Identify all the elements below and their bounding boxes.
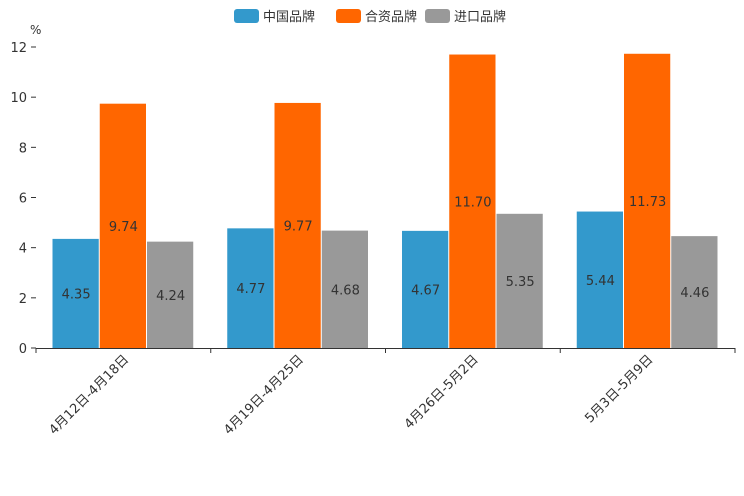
x-category-label: 4月26日-5月2日 bbox=[402, 352, 482, 432]
data-label: 4.35 bbox=[62, 287, 91, 302]
legend-swatch bbox=[425, 9, 450, 23]
y-tick-label: 12 bbox=[10, 41, 27, 56]
bar bbox=[147, 241, 194, 348]
bar bbox=[321, 230, 368, 348]
bar bbox=[402, 230, 449, 348]
data-label: 11.70 bbox=[454, 195, 491, 210]
data-label: 5.44 bbox=[586, 274, 615, 289]
y-tick-label: 0 bbox=[19, 342, 27, 357]
x-category-label: 5月3日-5月9日 bbox=[582, 352, 656, 426]
legend: 中国品牌 合资品牌 进口品牌 bbox=[234, 9, 506, 25]
x-category-label: 4月19日-4月25日 bbox=[221, 352, 307, 438]
legend-swatch bbox=[234, 9, 259, 23]
y-axis-label: % bbox=[30, 23, 41, 37]
data-label: 4.77 bbox=[236, 282, 265, 297]
y-tick-label: 10 bbox=[10, 91, 27, 106]
legend-label: 进口品牌 bbox=[454, 9, 506, 25]
data-label: 9.74 bbox=[109, 220, 138, 235]
legend-swatch bbox=[336, 9, 361, 23]
y-tick-label: 6 bbox=[19, 192, 27, 207]
data-label: 4.24 bbox=[156, 289, 185, 304]
data-label: 4.46 bbox=[680, 286, 709, 301]
y-tick-label: 4 bbox=[19, 242, 27, 257]
data-label: 5.35 bbox=[506, 275, 535, 290]
bar bbox=[449, 54, 496, 349]
y-tick-label: 8 bbox=[19, 141, 27, 156]
bar bbox=[496, 213, 543, 348]
data-label: 11.73 bbox=[629, 195, 666, 210]
y-axis: 0 2 4 6 8 10 12 bbox=[10, 41, 36, 357]
bar bbox=[227, 228, 274, 348]
x-category-label: 4月12日-4月18日 bbox=[46, 352, 132, 438]
bars: 4.35 9.74 4.24 4.77 9.77 4.68 4.67 11.70 5.35 5.4… bbox=[52, 53, 718, 349]
x-axis: 4月12日-4月18日 4月19日-4月25日 4月26日-5月2日 5月3日-5月9… bbox=[35, 348, 736, 438]
bar bbox=[274, 102, 321, 348]
bar bbox=[624, 53, 671, 349]
bar bbox=[576, 211, 623, 348]
y-tick-label: 2 bbox=[19, 292, 27, 307]
bar bbox=[52, 238, 99, 348]
data-label: 4.68 bbox=[331, 283, 360, 298]
data-label: 9.77 bbox=[284, 219, 313, 234]
legend-label: 中国品牌 bbox=[263, 9, 315, 25]
legend-label: 合资品牌 bbox=[365, 9, 417, 25]
bar bbox=[671, 236, 718, 348]
bar bbox=[99, 103, 146, 349]
data-label: 4.67 bbox=[411, 283, 440, 298]
